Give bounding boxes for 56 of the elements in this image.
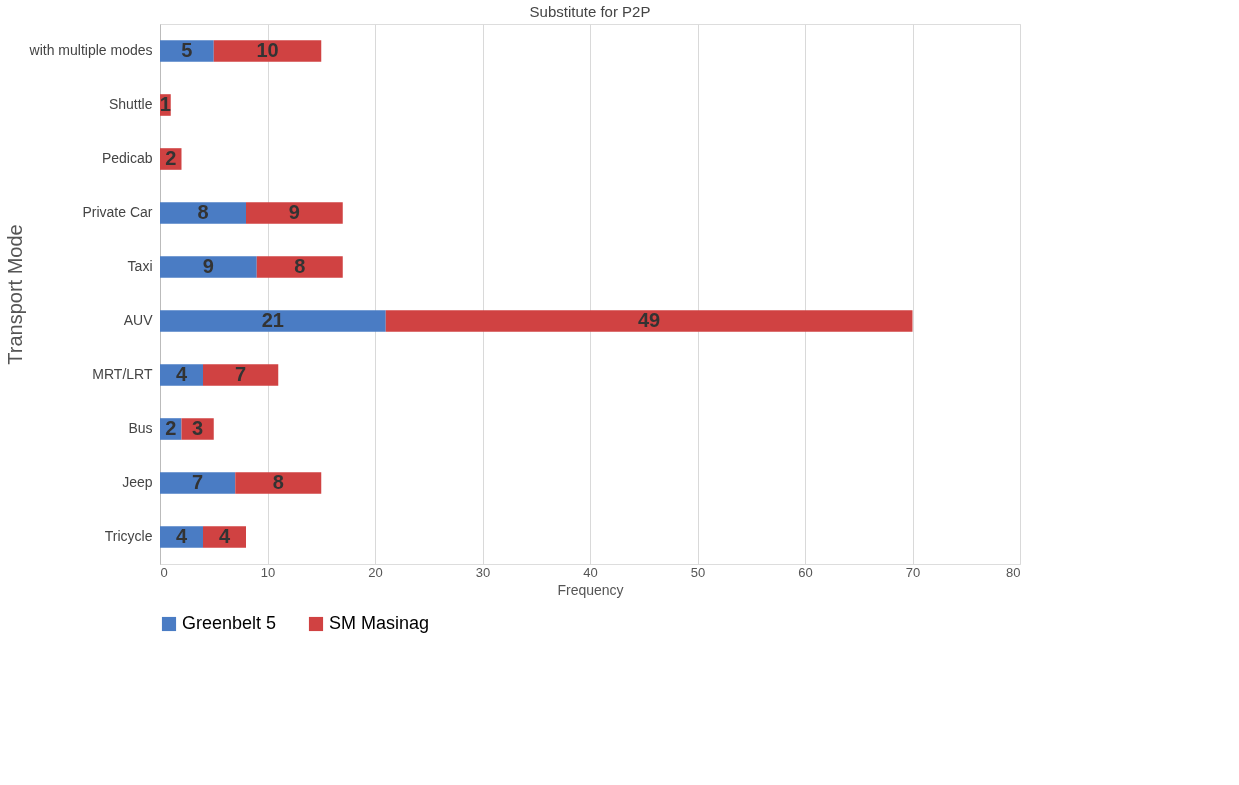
y-axis-title: Transport Mode	[3, 224, 26, 365]
bar	[160, 256, 257, 278]
data-label: 4	[175, 525, 188, 547]
x-tick-label: 20	[368, 564, 383, 580]
data-label: 7	[192, 471, 204, 493]
bar	[160, 364, 203, 386]
y-tick-label: Shuttle	[108, 96, 153, 112]
bar	[385, 310, 913, 332]
x-tick-label: 10	[260, 564, 276, 580]
x-tick-label: 70	[905, 564, 921, 580]
data-label: 4	[175, 363, 188, 385]
bar	[203, 526, 246, 548]
x-tick-label: 60	[798, 564, 813, 580]
data-label: 49	[638, 309, 661, 331]
data-label: 3	[192, 417, 204, 439]
bar	[160, 526, 203, 548]
y-tick-label: Taxi	[127, 258, 153, 274]
y-tick-label: MRT/LRT	[92, 366, 153, 382]
data-label: 2	[165, 417, 177, 439]
data-label: 21	[261, 309, 284, 331]
y-tick-label: Bus	[128, 420, 153, 436]
x-axis-title: Frequency	[557, 581, 624, 598]
data-label: 10	[256, 39, 279, 61]
x-tick-label: 30	[475, 564, 491, 580]
bar	[213, 40, 322, 62]
data-label: 9	[202, 255, 214, 277]
y-tick-label: with multiple modes	[28, 42, 153, 58]
bar	[246, 202, 343, 224]
x-tick-label: 40	[583, 564, 598, 580]
data-label: 5	[181, 39, 193, 61]
chart-title: Substitute for P2P	[529, 3, 651, 20]
bar	[235, 472, 322, 494]
y-tick-label: Jeep	[122, 474, 153, 490]
data-label: 8	[294, 255, 306, 277]
bar	[203, 364, 279, 386]
y-tick-label: Tricycle	[104, 528, 153, 544]
data-label: 1	[159, 93, 171, 115]
data-label: 2	[165, 147, 177, 169]
bar	[160, 310, 386, 332]
data-label: 8	[272, 471, 284, 493]
bar	[160, 40, 214, 62]
legend-label: Greenbelt 5	[182, 613, 277, 633]
data-label: 8	[197, 201, 209, 223]
legend-label: SM Masinag	[329, 613, 430, 633]
data-label: 4	[218, 525, 231, 547]
data-label: 7	[235, 363, 247, 385]
x-tick-label: 50	[690, 564, 706, 580]
bar	[160, 202, 246, 224]
y-tick-label: Pedicab	[101, 150, 153, 166]
y-tick-label: AUV	[123, 312, 154, 328]
data-label: 9	[288, 201, 300, 223]
y-tick-label: Private Car	[82, 204, 153, 220]
x-tick-label: 0	[160, 564, 168, 580]
x-tick-label: 80	[1006, 564, 1021, 580]
bar	[160, 472, 236, 494]
bar	[256, 256, 343, 278]
